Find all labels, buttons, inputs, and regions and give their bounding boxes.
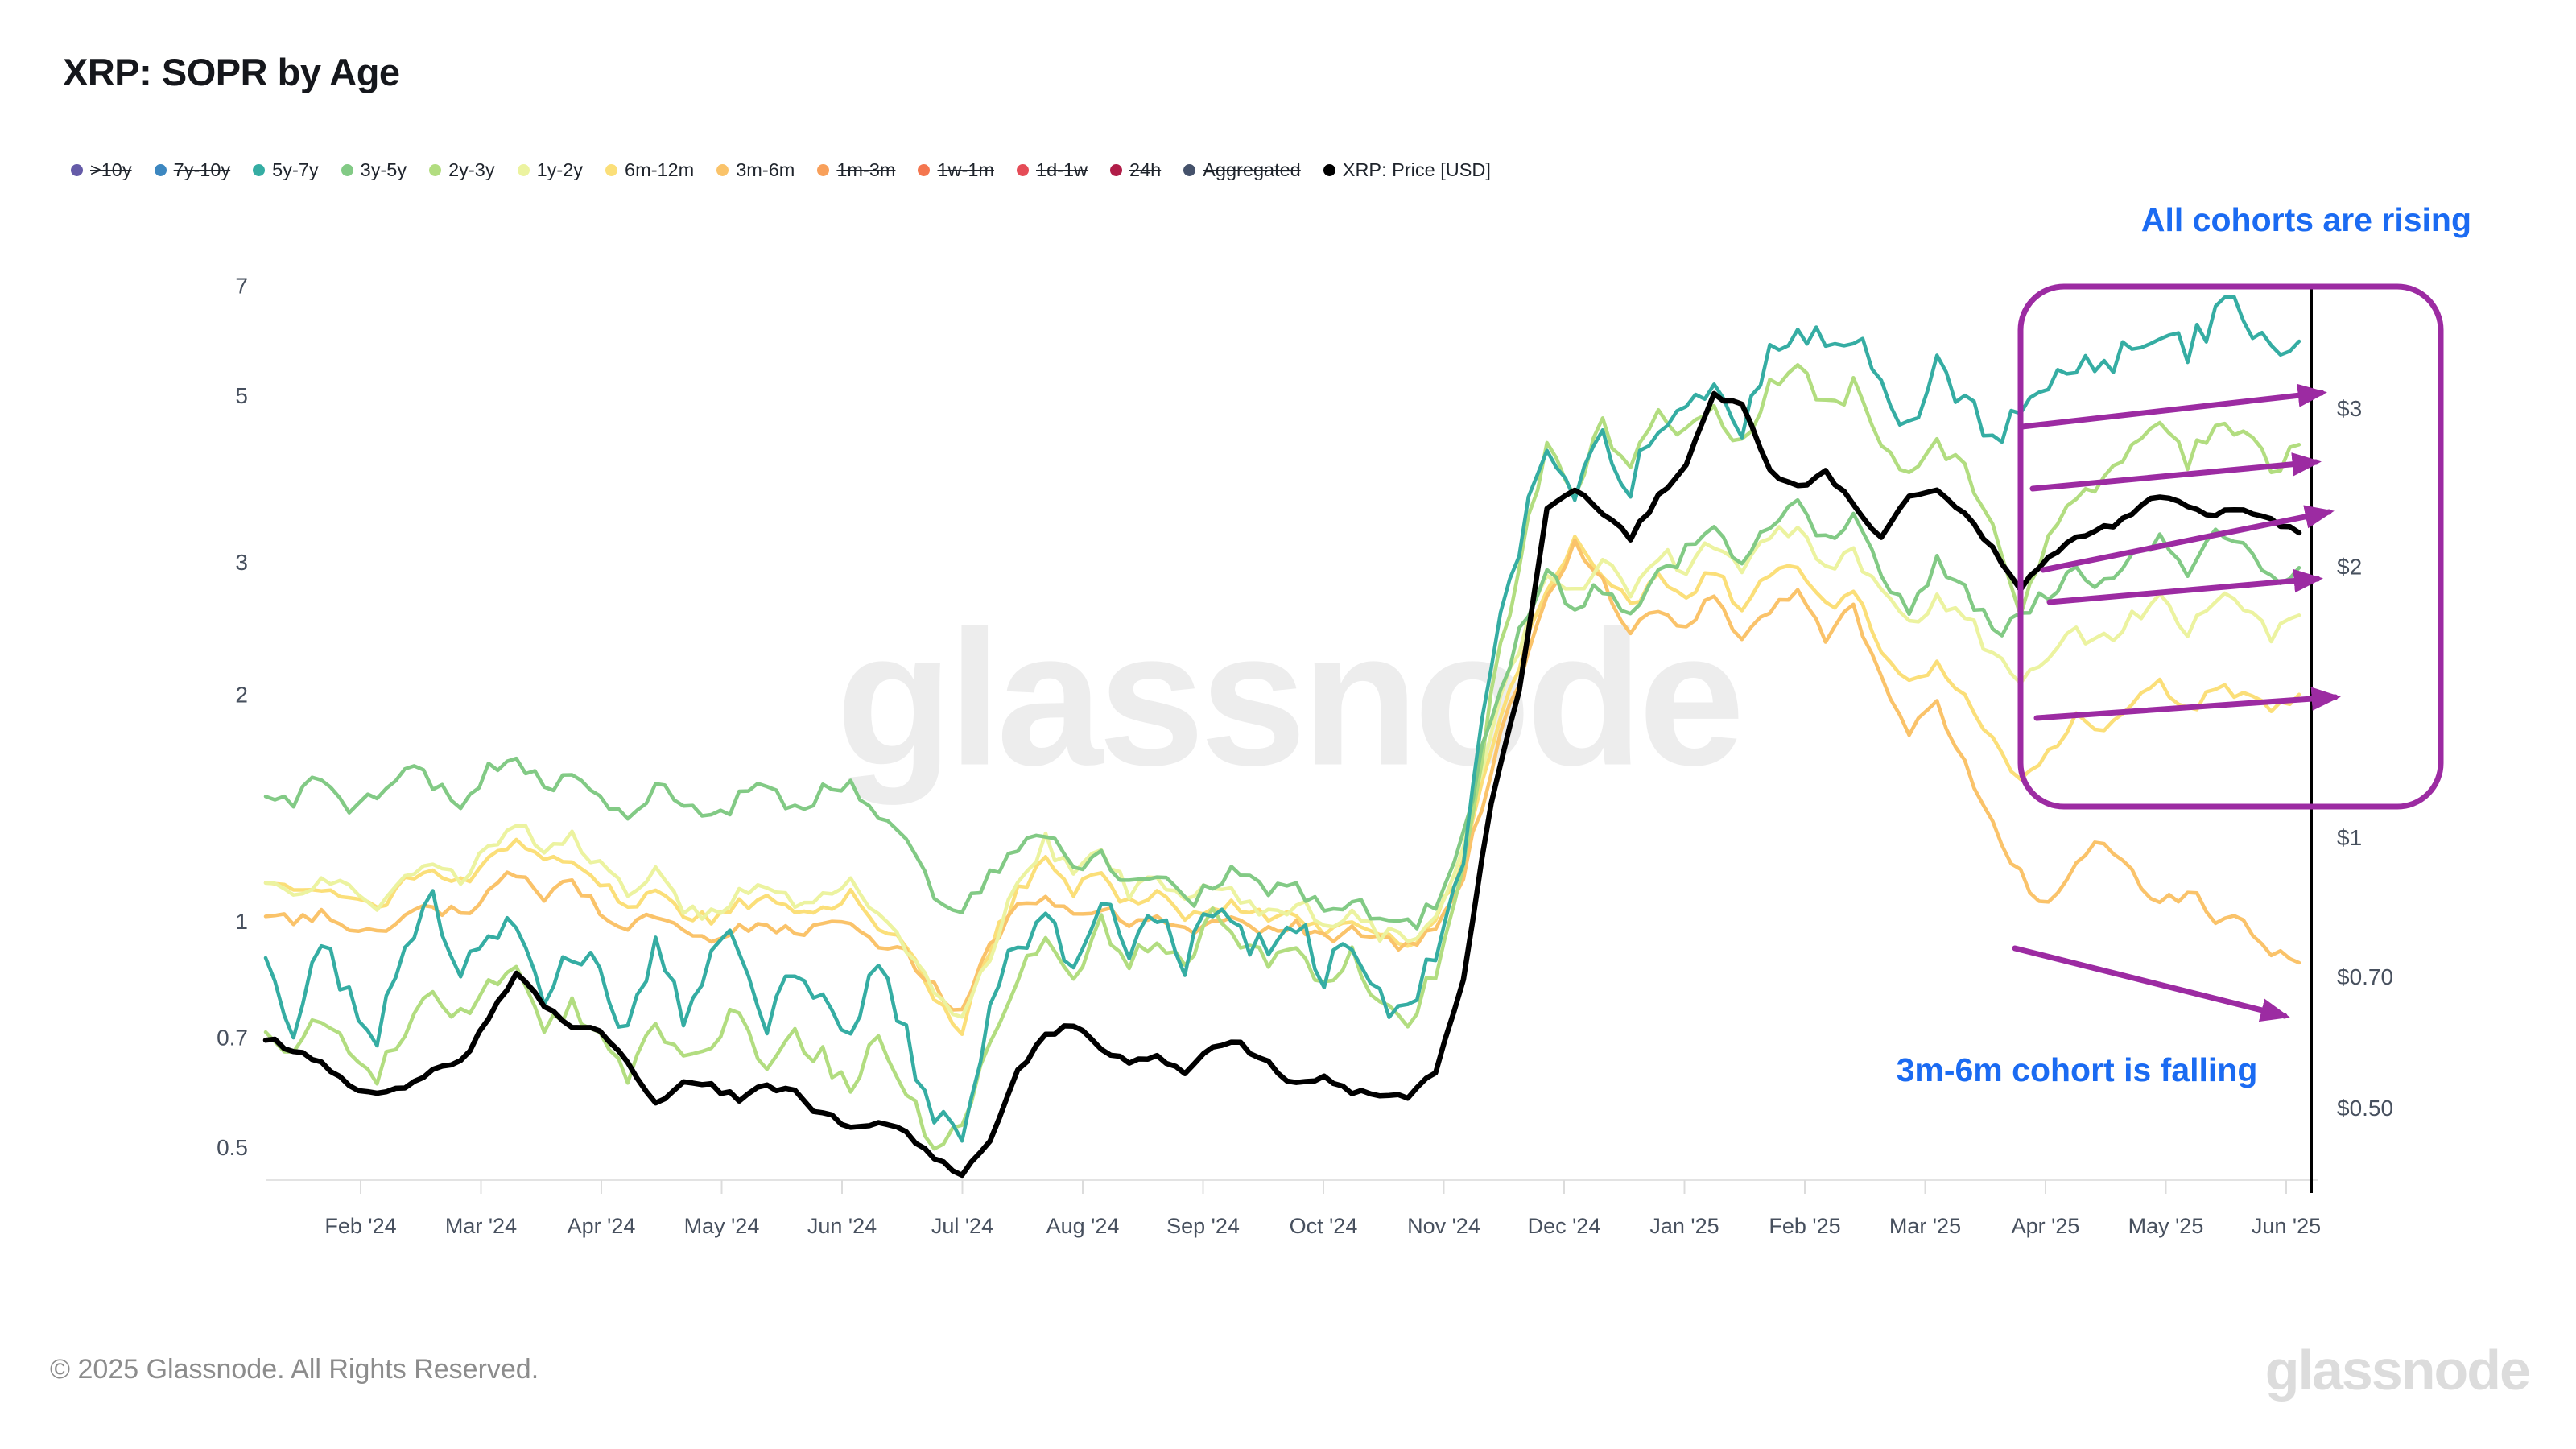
y-axis-right-label: $0.70	[2337, 964, 2393, 989]
legend-dot-icon	[1017, 164, 1029, 176]
x-axis-label: Feb '25	[1769, 1214, 1840, 1238]
legend-item-3m-6m[interactable]: 3m-6m	[716, 159, 795, 181]
legend-dot-icon	[1323, 164, 1335, 176]
legend-item--10y[interactable]: >10y	[71, 159, 132, 181]
legend-dot-icon	[1183, 164, 1196, 176]
highlight-box	[2017, 283, 2444, 810]
rising-arrow	[2046, 568, 2323, 605]
x-axis-label: Apr '25	[2012, 1214, 2080, 1238]
glassnode-watermark: glassnode	[836, 592, 1744, 806]
falling-arrow	[2012, 945, 2290, 1022]
series-line-3y-5y	[263, 497, 2301, 931]
y-axis-right-label: $1	[2337, 825, 2362, 850]
series-line-xrp-price-usd-	[262, 390, 2302, 1179]
legend-item-5y-7y[interactable]: 5y-7y	[253, 159, 319, 181]
legend-item-aggregated[interactable]: Aggregated	[1183, 159, 1301, 181]
legend-item-label: 3m-6m	[736, 159, 795, 180]
legend-item-1d-1w[interactable]: 1d-1w	[1017, 159, 1088, 181]
series-line-5y-7y	[263, 295, 2301, 1143]
legend-dot-icon	[716, 164, 729, 176]
legend-item-1m-3m[interactable]: 1m-3m	[817, 159, 895, 181]
chart-legend: >10y 7y-10y 5y-7y 3y-5y 2y-3y 1y-2y 6m-12m 3m-6…	[71, 159, 1491, 181]
legend-dot-icon	[154, 164, 167, 176]
y-axis-left-label: 5	[235, 383, 248, 408]
legend-item-1y-2y[interactable]: 1y-2y	[517, 159, 584, 181]
legend-item-label: >10y	[90, 159, 132, 180]
series-line-2y-3y	[263, 363, 2301, 1151]
x-axis-label: Jul '24	[931, 1214, 993, 1238]
legend-item-label: 2y-3y	[448, 159, 495, 180]
y-axis-left-label: 3	[235, 550, 248, 575]
page-title: XRP: SOPR by Age	[63, 51, 400, 93]
copyright-text: © 2025 Glassnode. All Rights Reserved.	[50, 1354, 539, 1385]
rising-arrow	[2029, 452, 2322, 492]
legend-dot-icon	[71, 164, 83, 176]
glassnode-logo: glassnode	[2264, 1339, 2531, 1402]
y-axis-left-label: 7	[235, 273, 248, 298]
x-axis-label: Feb '24	[324, 1214, 396, 1238]
legend-dot-icon	[817, 164, 830, 176]
legend-dot-icon	[918, 164, 931, 176]
series-line-1y-2y	[263, 525, 2301, 1019]
legend-item-24h[interactable]: 24h	[1110, 159, 1161, 181]
legend-item-xrp-price-usd-[interactable]: XRP: Price [USD]	[1323, 159, 1491, 181]
y-axis-left-label: 0.7	[217, 1025, 248, 1050]
x-axis-label: Oct '24	[1290, 1214, 1358, 1238]
legend-dot-icon	[605, 164, 618, 176]
y-axis-left-label: 0.5	[217, 1135, 248, 1160]
x-axis-label: Jun '25	[2252, 1214, 2321, 1238]
x-axis-label: Jan '25	[1649, 1214, 1719, 1238]
legend-item-label: 1m-3m	[836, 159, 896, 180]
legend-item-label: 1y-2y	[536, 159, 584, 180]
x-axis-label: Mar '25	[1889, 1214, 1961, 1238]
legend-item-3y-5y[interactable]: 3y-5y	[341, 159, 407, 181]
legend-dot-icon	[1110, 164, 1123, 176]
rising-arrow	[2033, 687, 2341, 721]
rising-arrow	[2019, 383, 2327, 430]
legend-item-label: 24h	[1129, 159, 1162, 180]
legend-dot-icon	[341, 164, 353, 176]
legend-item-2y-3y[interactable]: 2y-3y	[429, 159, 495, 181]
legend-dot-icon	[429, 164, 442, 176]
x-axis-label: Jun '24	[807, 1214, 877, 1238]
y-axis-left-label: 1	[235, 909, 248, 934]
annotation-falling-text: 3m-6m cohort is falling	[1896, 1051, 2258, 1088]
x-axis-label: Sep '24	[1166, 1214, 1240, 1238]
legend-item-7y-10y[interactable]: 7y-10y	[154, 159, 231, 181]
legend-item-label: 1w-1m	[937, 159, 994, 180]
legend-dot-icon	[253, 164, 266, 176]
x-axis-label: May '24	[684, 1214, 760, 1238]
y-axis-right-label: $0.50	[2337, 1096, 2393, 1121]
y-axis-right-label: $2	[2337, 555, 2362, 580]
legend-item-1w-1m[interactable]: 1w-1m	[918, 159, 994, 181]
legend-item-label: 3y-5y	[360, 159, 407, 180]
legend-item-label: 7y-10y	[173, 159, 231, 180]
annotation-rising-text: All cohorts are rising	[2140, 201, 2471, 238]
x-axis-label: Mar '24	[445, 1214, 517, 1238]
legend-item-label: 6m-12m	[625, 159, 695, 180]
legend-item-label: XRP: Price [USD]	[1342, 159, 1491, 180]
y-axis-left-label: 2	[235, 683, 248, 708]
legend-dot-icon	[517, 164, 530, 176]
legend-item-label: 5y-7y	[272, 159, 319, 180]
y-axis-right-label: $3	[2337, 396, 2362, 421]
x-axis-label: Nov '24	[1407, 1214, 1480, 1238]
x-axis-label: Apr '24	[568, 1214, 636, 1238]
x-axis-label: May '25	[2128, 1214, 2204, 1238]
x-axis-label: Dec '24	[1528, 1214, 1601, 1238]
legend-item-label: 1d-1w	[1036, 159, 1088, 180]
legend-item-label: Aggregated	[1203, 159, 1301, 180]
rising-arrow	[2040, 505, 2334, 573]
x-axis-label: Aug '24	[1046, 1214, 1120, 1238]
legend-item-6m-12m[interactable]: 6m-12m	[605, 159, 694, 181]
